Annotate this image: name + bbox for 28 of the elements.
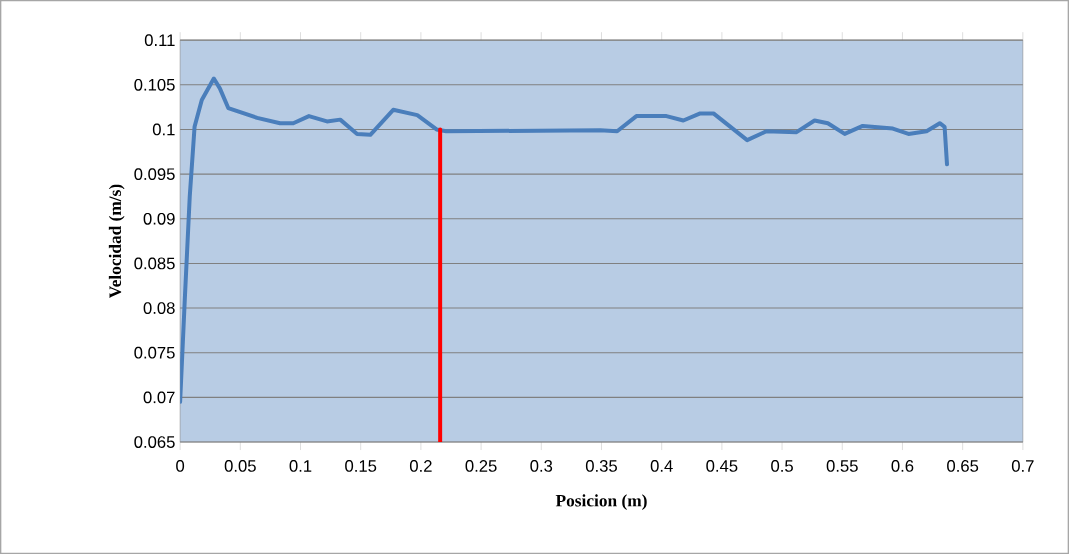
x-tick-label: 0: [176, 460, 185, 472]
x-tick-label: 0.7: [1011, 460, 1034, 472]
y-tick-label: 0.065: [134, 436, 175, 448]
x-tick-label: 0.35: [585, 460, 617, 472]
line-series: [180, 76, 950, 404]
y-tick-label: 0.11: [144, 34, 175, 46]
x-tick-label: 0.5: [771, 460, 793, 472]
y-tick-label: 0.075: [134, 346, 175, 359]
x-tick-label: 0.2: [409, 460, 432, 472]
x-tick-label: 0.15: [345, 460, 377, 472]
y-tick-label: 0.09: [143, 212, 175, 225]
x-tick-label: 0.45: [706, 460, 738, 472]
x-tick-label: 0.65: [947, 460, 979, 472]
y-axis-title: Velocidad (m/s): [108, 184, 125, 299]
x-tick-label: 0.6: [891, 460, 914, 472]
y-tick-label: 0.095: [134, 168, 175, 180]
y-tick-label: 0.08: [143, 302, 175, 314]
x-tick-label: 0.3: [530, 460, 553, 472]
y-tick-label: 0.085: [134, 257, 175, 270]
y-tick-label: 0.1: [152, 123, 175, 136]
x-axis-title: Posicion (m): [555, 494, 647, 510]
x-tick-label: 0.05: [224, 460, 256, 472]
x-tick-label: 0.25: [465, 460, 497, 472]
y-tick-label: 0.07: [143, 391, 175, 404]
x-tick-label: 0.4: [650, 460, 673, 472]
x-tick-label: 0.1: [289, 460, 312, 472]
x-tick-label: 0.55: [826, 460, 858, 472]
y-tick-label: 0.105: [134, 78, 175, 91]
